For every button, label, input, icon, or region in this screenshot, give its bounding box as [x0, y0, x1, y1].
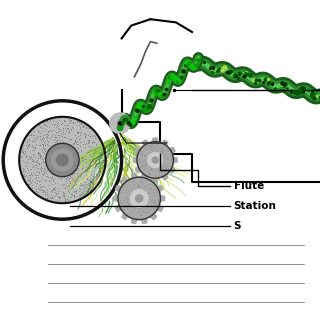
Polygon shape: [135, 147, 142, 154]
Polygon shape: [67, 98, 76, 105]
Polygon shape: [159, 195, 165, 202]
Circle shape: [118, 177, 160, 220]
Polygon shape: [36, 212, 46, 220]
Polygon shape: [5, 128, 14, 138]
Circle shape: [46, 143, 79, 177]
Polygon shape: [9, 188, 17, 197]
Circle shape: [137, 142, 173, 178]
Circle shape: [148, 152, 163, 168]
Polygon shape: [104, 192, 113, 202]
Polygon shape: [156, 185, 163, 193]
Text: Flute: Flute: [234, 180, 264, 191]
Polygon shape: [161, 140, 168, 147]
Polygon shape: [172, 157, 177, 163]
Polygon shape: [121, 177, 129, 185]
Polygon shape: [4, 177, 11, 186]
Polygon shape: [161, 173, 168, 180]
Polygon shape: [26, 205, 35, 214]
Polygon shape: [142, 173, 149, 180]
Polygon shape: [140, 217, 147, 224]
Polygon shape: [133, 157, 138, 163]
Polygon shape: [118, 146, 124, 155]
Polygon shape: [99, 113, 109, 123]
Polygon shape: [111, 182, 120, 192]
Polygon shape: [114, 195, 119, 202]
Polygon shape: [131, 173, 138, 180]
Circle shape: [152, 157, 158, 163]
Polygon shape: [0, 153, 6, 162]
Polygon shape: [115, 204, 123, 212]
Polygon shape: [115, 185, 123, 193]
Polygon shape: [42, 100, 52, 106]
Polygon shape: [116, 170, 124, 180]
Polygon shape: [140, 173, 147, 180]
Circle shape: [52, 149, 73, 171]
Polygon shape: [90, 106, 99, 115]
Polygon shape: [49, 215, 58, 222]
Polygon shape: [108, 123, 116, 132]
Polygon shape: [149, 177, 157, 185]
Circle shape: [57, 154, 68, 166]
Polygon shape: [149, 212, 157, 220]
Circle shape: [118, 121, 122, 125]
Polygon shape: [152, 177, 158, 182]
Circle shape: [136, 195, 143, 202]
Circle shape: [110, 113, 130, 133]
Polygon shape: [95, 201, 105, 211]
Polygon shape: [1, 140, 9, 150]
Text: S: S: [234, 220, 241, 231]
Polygon shape: [131, 217, 138, 224]
Polygon shape: [168, 166, 175, 173]
Polygon shape: [55, 98, 63, 103]
Circle shape: [19, 117, 106, 203]
Polygon shape: [62, 217, 70, 222]
Polygon shape: [16, 197, 26, 207]
Text: Station: Station: [234, 201, 276, 212]
Polygon shape: [12, 118, 21, 128]
Polygon shape: [156, 204, 163, 212]
Polygon shape: [30, 103, 40, 111]
Polygon shape: [168, 147, 175, 154]
Polygon shape: [142, 140, 149, 147]
Polygon shape: [152, 138, 158, 143]
Polygon shape: [1, 165, 7, 174]
Polygon shape: [73, 214, 83, 220]
Polygon shape: [78, 100, 88, 108]
Polygon shape: [135, 166, 142, 173]
Polygon shape: [114, 134, 121, 143]
Polygon shape: [121, 212, 129, 220]
Circle shape: [130, 189, 148, 207]
Polygon shape: [119, 158, 124, 167]
Polygon shape: [85, 209, 94, 217]
Polygon shape: [20, 109, 30, 119]
